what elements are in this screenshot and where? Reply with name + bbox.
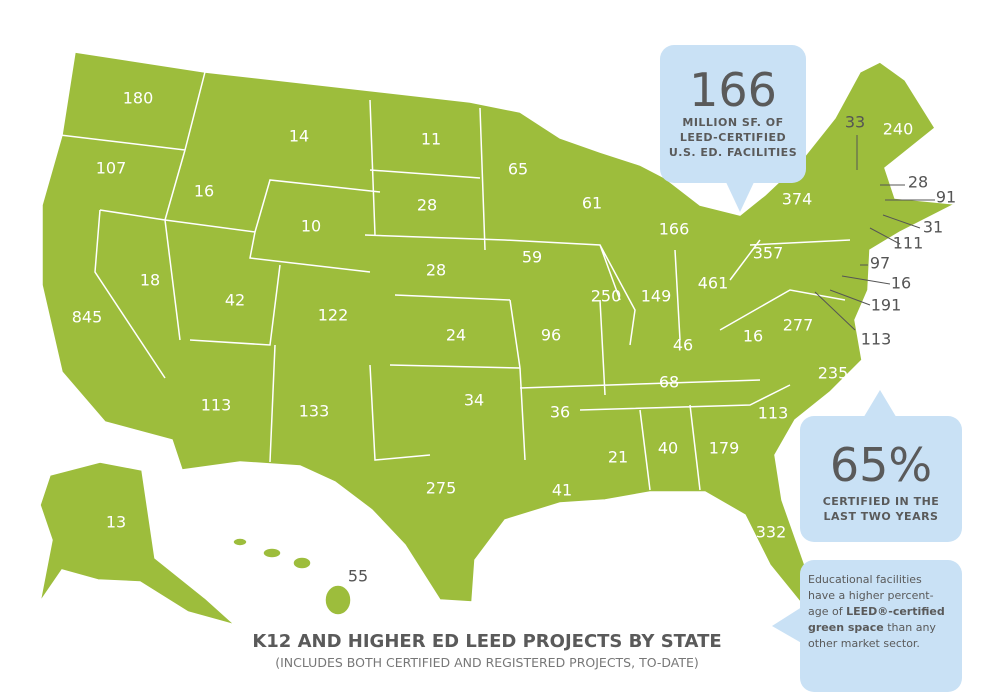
state-count: 14: [289, 127, 309, 146]
state-count: 133: [299, 402, 330, 421]
callout-line: MILLION SF. OF: [682, 116, 784, 129]
state-count: 191: [871, 296, 902, 315]
state-count: 107: [96, 159, 127, 178]
state-count: 36: [550, 403, 570, 422]
state-count: 16: [743, 327, 763, 346]
pointer: [725, 180, 755, 212]
state-count: 31: [923, 218, 943, 237]
state-count: 42: [225, 291, 245, 310]
callout-line: LEED-CERTIFIED: [679, 131, 787, 144]
state-count: 277: [783, 316, 814, 335]
state-count: 28: [908, 173, 928, 192]
callout-figure: 166: [689, 63, 777, 117]
state-count: 40: [658, 439, 678, 458]
state-count: 21: [608, 448, 628, 467]
state-count: 65: [508, 160, 528, 179]
state-count: 16: [891, 274, 911, 293]
callout: 65% CERTIFIED IN THE LAST TWO YEARS: [800, 416, 962, 542]
state-count: 59: [522, 248, 542, 267]
callout-line: U.S. ED. FACILITIES: [668, 146, 798, 159]
callout-line: CERTIFIED IN THE: [822, 495, 940, 508]
state-count: 240: [883, 120, 914, 139]
pointer: [862, 390, 898, 420]
state-count: 113: [201, 396, 232, 415]
state-count: 16: [194, 182, 214, 201]
state-count: 275: [426, 479, 457, 498]
note-text: Educational facilities have a higher per…: [808, 573, 934, 618]
state-count: 55: [348, 567, 368, 586]
state-count: 250: [591, 287, 622, 306]
callout: 166 MILLION SF. OF LEED-CERTIFIED U.S. E…: [660, 45, 806, 183]
state-count: 13: [106, 513, 126, 532]
note-text: than any other market sector.: [808, 621, 936, 650]
state-count: 357: [753, 244, 784, 263]
note-bold: LEED®-certified green space: [808, 605, 945, 634]
pointer: [772, 605, 805, 645]
alaska: [39, 461, 236, 626]
state-count: 33: [845, 113, 865, 132]
state-count: 34: [464, 391, 484, 410]
state-count: 11: [421, 130, 441, 149]
state-count: 18: [140, 271, 160, 290]
state-count: 61: [582, 194, 602, 213]
note: Educational facilities have a higher per…: [808, 572, 948, 652]
leader-lines: [814, 135, 935, 331]
callout-line: LAST TWO YEARS: [823, 510, 939, 523]
state-count: 461: [698, 274, 729, 293]
state-count: 166: [659, 220, 690, 239]
state-count: 374: [782, 190, 813, 209]
state-count: 332: [756, 523, 787, 542]
state-count: 46: [673, 336, 693, 355]
state-count: 91: [936, 188, 956, 207]
state-count: 97: [870, 254, 890, 273]
state-count: 111: [893, 234, 924, 253]
state-borders: [59, 71, 851, 491]
state-count: 179: [709, 439, 740, 458]
callout-figure: 65%: [829, 438, 933, 492]
us-mainland: [39, 51, 958, 626]
state-count: 122: [318, 306, 349, 325]
state-count: 24: [446, 326, 466, 345]
state-count: 113: [861, 330, 892, 349]
state-count: 96: [541, 326, 561, 345]
state-count: 10: [301, 217, 321, 236]
map-subtitle: (INCLUDES BOTH CERTIFIED AND REGISTERED …: [275, 655, 699, 670]
state-count: 113: [758, 404, 789, 423]
state-count: 149: [641, 287, 672, 306]
state-count: 28: [417, 196, 437, 215]
state-count: 845: [72, 308, 103, 327]
state-count: 28: [426, 261, 446, 280]
state-count: 180: [123, 89, 154, 108]
state-count: 235: [818, 364, 849, 383]
callout: [800, 560, 962, 692]
state-count: 41: [552, 481, 572, 500]
map-title: K12 AND HIGHER ED LEED PROJECTS BY STATE: [252, 631, 721, 652]
state-count: 68: [659, 373, 679, 392]
